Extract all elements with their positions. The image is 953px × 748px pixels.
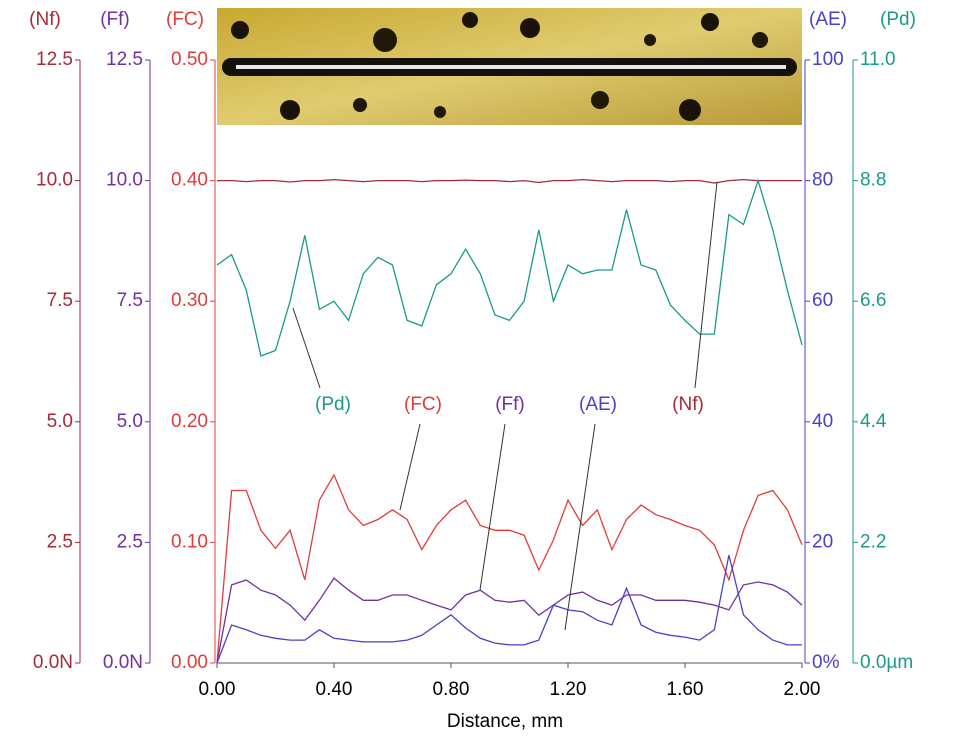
y-tick-label: 0.10 [171,531,208,552]
y-tick-label: 0.50 [171,49,208,70]
y-tick-label: 2.2 [860,531,886,552]
y-tick-label: 12.5 [106,49,143,70]
y-tick-label: 0.0N [103,652,143,673]
series-line [217,178,802,184]
y-axis-title: (AE) [809,9,847,30]
series-label: (FC) [404,394,442,415]
y-axis-title: (Nf) [29,9,61,30]
y-tick-label: 0.00 [171,652,208,673]
leader-line [564,423,596,631]
y-tick-label: 12.5 [36,49,73,70]
y-tick-label: 60 [812,290,833,311]
y-tick-label: 6.6 [860,290,886,311]
y-tick-label: 2.5 [117,531,143,552]
x-tick-label: 1.20 [550,679,587,700]
series-label: (Ff) [495,394,525,415]
series-line [216,577,803,664]
y-tick-label: 11.0 [860,49,896,70]
leader-line [694,181,718,389]
y-axis-title: (Ff) [100,9,130,30]
y-tick-label: 0.40 [171,170,208,191]
x-tick-label: 1.60 [667,679,704,700]
y-tick-label: 80 [812,170,833,191]
micrograph [217,8,802,125]
y-tick-label: 5.0 [47,411,73,432]
series-line [216,473,803,664]
y-tick-label: 7.5 [117,290,143,311]
y-tick-label: 0% [812,652,840,673]
y-tick-label: 40 [812,411,833,432]
y-tick-label: 7.5 [47,290,73,311]
leader-line [399,423,421,511]
series-line [216,178,803,357]
y-tick-label: 10.0 [36,170,73,191]
y-tick-label: 0.0µm [860,652,913,673]
y-tick-label: 5.0 [117,411,143,432]
y-axis-title: (Pd) [880,9,916,30]
x-axis-title: Distance, mm [447,711,563,732]
series-label: (Pd) [315,394,351,415]
series-label: (AE) [579,394,617,415]
leader-line [479,423,506,591]
y-tick-label: 10.0 [106,170,143,191]
x-tick-label: 0.80 [433,679,470,700]
leader-line [292,307,321,389]
series-line [216,554,802,664]
y-tick-label: 2.5 [47,531,73,552]
y-tick-label: 100 [812,49,844,70]
y-tick-label: 0.0N [33,652,73,673]
y-tick-label: 0.30 [171,290,208,311]
x-tick-label: 0.00 [199,679,236,700]
y-tick-label: 8.8 [860,170,886,191]
y-tick-label: 20 [812,531,833,552]
y-axis-title: (FC) [166,9,204,30]
y-tick-label: 0.20 [171,411,208,432]
x-tick-label: 2.00 [784,679,821,700]
y-tick-label: 4.4 [860,411,887,432]
series-label: (Nf) [672,394,704,415]
x-tick-label: 0.40 [316,679,353,700]
